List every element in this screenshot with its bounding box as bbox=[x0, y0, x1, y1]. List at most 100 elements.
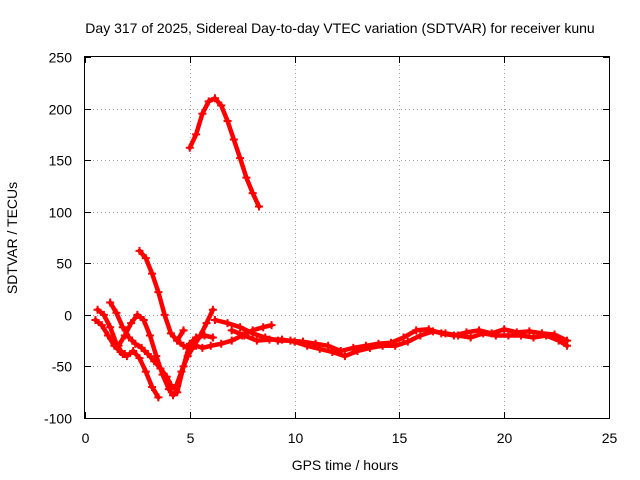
data-point bbox=[120, 350, 129, 359]
data-point bbox=[516, 331, 525, 340]
data-point bbox=[227, 336, 236, 345]
x-tick-label: 15 bbox=[392, 430, 408, 446]
data-point bbox=[563, 341, 572, 350]
data-point bbox=[248, 329, 257, 338]
data-point bbox=[328, 347, 337, 356]
data-point bbox=[139, 316, 148, 325]
data-point bbox=[112, 308, 121, 317]
data-point bbox=[202, 319, 211, 328]
data-point bbox=[229, 135, 238, 144]
data-point bbox=[104, 331, 113, 340]
data-point bbox=[127, 319, 136, 328]
data-point bbox=[154, 393, 163, 402]
y-tick-label: 0 bbox=[64, 308, 72, 324]
data-point bbox=[217, 339, 226, 348]
data-point bbox=[116, 347, 125, 356]
data-point bbox=[179, 341, 188, 350]
data-point bbox=[223, 116, 232, 125]
data-point bbox=[120, 331, 129, 340]
data-point bbox=[353, 346, 362, 355]
series-points-arc-2 bbox=[91, 316, 129, 359]
data-point bbox=[529, 333, 538, 342]
grid-layer bbox=[85, 57, 609, 418]
data-point bbox=[185, 344, 194, 353]
y-tick-label: -100 bbox=[44, 411, 72, 427]
data-point bbox=[91, 316, 100, 325]
data-point bbox=[154, 288, 163, 297]
series-points-arc-9 bbox=[227, 326, 572, 361]
data-point bbox=[192, 130, 201, 139]
data-point bbox=[129, 346, 138, 355]
plot-frame bbox=[84, 56, 610, 419]
data-point bbox=[118, 323, 127, 332]
y-tick-label: 200 bbox=[49, 102, 73, 118]
data-point bbox=[148, 383, 157, 392]
data-point bbox=[223, 319, 232, 328]
data-point bbox=[125, 333, 134, 342]
data-point bbox=[500, 325, 509, 334]
data-point bbox=[542, 331, 551, 340]
x-axis-label: GPS time / hours bbox=[292, 457, 399, 473]
series-points-arc-7 bbox=[185, 94, 263, 211]
data-point bbox=[240, 331, 249, 340]
data-point bbox=[106, 298, 115, 307]
x-tick-label: 20 bbox=[497, 430, 513, 446]
data-point bbox=[192, 333, 201, 342]
x-tick-label: 5 bbox=[187, 430, 195, 446]
data-point bbox=[315, 344, 324, 353]
data-point bbox=[198, 343, 207, 352]
data-point bbox=[303, 341, 312, 350]
chart-title: Day 317 of 2025, Sidereal Day-to-day VTE… bbox=[85, 20, 594, 36]
data-point bbox=[324, 341, 333, 350]
data-point bbox=[479, 329, 488, 338]
data-point bbox=[378, 341, 387, 350]
data-point bbox=[137, 343, 146, 352]
y-tick-label: 150 bbox=[49, 153, 73, 169]
data-point bbox=[236, 154, 245, 163]
data-point bbox=[97, 321, 106, 330]
data-point bbox=[278, 335, 287, 344]
y-axis-label: SDTVAR / TECUs bbox=[4, 182, 20, 294]
data-point bbox=[141, 254, 150, 263]
data-point bbox=[148, 269, 157, 278]
series-line-arc-9 bbox=[229, 328, 570, 359]
data-point bbox=[554, 336, 563, 345]
data-point bbox=[173, 388, 182, 397]
data-point bbox=[192, 341, 201, 350]
data-point bbox=[131, 339, 140, 348]
data-point bbox=[391, 341, 400, 350]
y-tick-label: 50 bbox=[56, 256, 72, 272]
data-point bbox=[164, 385, 173, 394]
data-point bbox=[242, 173, 251, 182]
data-point bbox=[252, 336, 261, 345]
data-point bbox=[265, 335, 274, 344]
data-point bbox=[208, 333, 217, 342]
data-point bbox=[135, 246, 144, 255]
data-point bbox=[145, 331, 154, 340]
y-tick-label: -50 bbox=[52, 359, 72, 375]
data-point bbox=[152, 352, 161, 361]
series-points-arc-5 bbox=[135, 246, 188, 345]
data-point bbox=[466, 333, 475, 342]
data-point bbox=[93, 305, 102, 314]
data-point bbox=[441, 329, 450, 338]
data-point bbox=[267, 321, 276, 330]
data-point bbox=[166, 329, 175, 338]
data-point bbox=[198, 109, 207, 118]
series-layer bbox=[91, 94, 572, 402]
data-point bbox=[143, 350, 152, 359]
data-point bbox=[525, 327, 534, 336]
series-line-arc-4 bbox=[116, 312, 216, 398]
data-point bbox=[208, 305, 217, 314]
series-line-arc-7 bbox=[187, 96, 262, 209]
x-tick-label: 25 bbox=[602, 430, 618, 446]
data-point bbox=[210, 94, 219, 103]
data-point bbox=[259, 323, 268, 332]
data-point bbox=[179, 326, 188, 335]
data-point bbox=[217, 101, 226, 110]
data-point bbox=[206, 341, 215, 350]
data-point bbox=[135, 354, 144, 363]
y-tick-label: 100 bbox=[49, 205, 73, 221]
data-point bbox=[366, 343, 375, 352]
data-point bbox=[340, 352, 349, 361]
